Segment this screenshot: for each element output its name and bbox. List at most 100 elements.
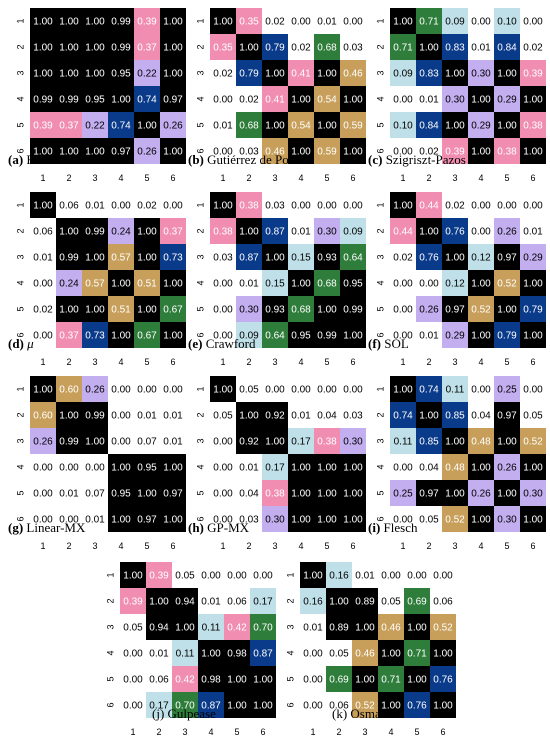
cell-value-label: 0.06	[433, 597, 453, 608]
heatmap-cell	[108, 454, 134, 480]
cell-value-label: 1.00	[471, 147, 491, 158]
cell-value-label: 1.00	[291, 489, 311, 500]
cell-value-label: 0.87	[265, 227, 285, 238]
heatmap-cell	[288, 480, 314, 506]
cell-value-label: 0.04	[239, 489, 259, 500]
cell-value-label: 1.00	[137, 227, 157, 238]
y-tick-label: 5	[105, 676, 115, 681]
y-tick-label: 4	[375, 96, 385, 101]
cell-value-label: 0.25	[393, 489, 413, 500]
cell-value-label: 0.00	[59, 463, 79, 474]
heatmap-cell	[326, 562, 352, 588]
heatmap-cell	[224, 666, 250, 692]
heatmap-cell	[30, 296, 56, 322]
heatmap-cell	[210, 428, 236, 454]
caption-label: (b)	[188, 152, 204, 167]
cell-value-label: 0.26	[33, 437, 53, 448]
cell-value-label: 0.00	[471, 17, 491, 28]
heatmap-cell	[30, 34, 56, 60]
cell-value-label: 1.00	[471, 95, 491, 106]
cell-value-label: 0.11	[446, 385, 465, 396]
y-tick-label: 5	[375, 122, 385, 127]
heatmap-cell	[82, 296, 108, 322]
cell-value-label: 1.00	[213, 17, 233, 28]
heatmap-cell	[494, 244, 520, 270]
heatmap-svg: 1.00 0.16 0.01 0.00 0.00 0.00 0.16 1.00 0.89 0.05…	[285, 562, 456, 737]
heatmap-cell	[340, 270, 366, 296]
cell-value-label: 1.00	[471, 331, 491, 342]
heatmap-cell	[390, 138, 416, 164]
x-tick-label: 1	[40, 357, 45, 367]
heatmap-cell	[390, 192, 416, 218]
cell-value-label: 0.05	[523, 411, 543, 422]
cell-value-label: 1.00	[33, 385, 53, 396]
heatmap-cell	[108, 376, 134, 402]
heatmap-cell	[262, 402, 288, 428]
cell-value-label: 0.99	[59, 95, 79, 106]
y-tick-label: 2	[105, 598, 115, 603]
heatmap-cell	[416, 376, 442, 402]
cell-value-label: 0.39	[523, 69, 543, 80]
heatmap-cell	[390, 480, 416, 506]
cell-value-label: 0.99	[343, 305, 363, 316]
cell-value-label: 1.00	[265, 121, 285, 132]
cell-value-label: 0.26	[497, 227, 517, 238]
heatmap-cell	[160, 86, 186, 112]
cell-value-label: 0.71	[393, 43, 413, 54]
heatmap-cell	[352, 588, 378, 614]
cell-value-label: 0.99	[85, 411, 105, 422]
cell-value-label: 0.00	[163, 385, 183, 396]
cell-value-label: 0.97	[445, 305, 465, 316]
heatmap-cell	[390, 34, 416, 60]
cell-value-label: 1.00	[85, 147, 105, 158]
cell-value-label: 0.94	[175, 597, 195, 608]
cell-value-label: 0.26	[163, 121, 183, 132]
cell-value-label: 0.05	[239, 385, 259, 396]
cell-value-label: 1.00	[445, 489, 465, 500]
x-tick-label: 6	[530, 541, 535, 551]
caption-title: Gutiérrez de Polini	[207, 152, 307, 167]
x-tick-label: 2	[66, 173, 71, 183]
heatmap-cell	[494, 218, 520, 244]
cell-value-label: 0.38	[265, 489, 285, 500]
cell-value-label: 0.01	[291, 411, 311, 422]
heatmap-cell	[468, 322, 494, 348]
heatmap-cell	[378, 640, 404, 666]
cell-value-label: 0.01	[85, 515, 105, 526]
cell-value-label: 0.39	[123, 597, 143, 608]
heatmap-cell	[56, 60, 82, 86]
caption-title: Osman	[350, 706, 388, 721]
heatmap-cell	[390, 8, 416, 34]
heatmap-cell	[160, 454, 186, 480]
cell-value-label: 0.51	[137, 279, 157, 290]
cell-value-label: 0.67	[163, 305, 183, 316]
cell-value-label: 1.00	[329, 597, 349, 608]
cell-value-label: 0.54	[317, 95, 337, 106]
cell-value-label: 1.00	[381, 701, 401, 712]
heatmap-cell	[340, 138, 366, 164]
cell-value-label: 1.00	[317, 515, 337, 526]
cell-value-label: 0.00	[317, 201, 337, 212]
x-tick-label: 2	[246, 173, 251, 183]
cell-value-label: 1.00	[343, 463, 363, 474]
caption-label: (e)	[188, 336, 203, 351]
y-tick-label: 5	[195, 122, 205, 127]
heatmap-cell	[520, 428, 546, 454]
cell-value-label: 1.00	[445, 253, 465, 264]
heatmap-cell	[82, 112, 108, 138]
heatmap-cell	[378, 588, 404, 614]
heatmap-cell	[134, 480, 160, 506]
heatmap-cell	[30, 138, 56, 164]
x-tick-label: 2	[336, 727, 341, 737]
heatmap-cell	[134, 86, 160, 112]
cell-value-label: 0.30	[523, 489, 543, 500]
heatmap-cell	[134, 60, 160, 86]
cell-value-label: 0.59	[317, 147, 337, 158]
y-tick-label: 4	[15, 280, 25, 285]
cell-value-label: 0.00	[471, 227, 491, 238]
heatmap-cell	[390, 322, 416, 348]
cell-value-label: 0.01	[303, 623, 323, 634]
heatmap-svg: 1.00 0.74 0.11 0.00 0.25 0.00 0.74 1.00 0.85 0.04…	[375, 376, 546, 551]
heatmap-cell	[210, 192, 236, 218]
cell-value-label: 1.00	[523, 279, 543, 290]
